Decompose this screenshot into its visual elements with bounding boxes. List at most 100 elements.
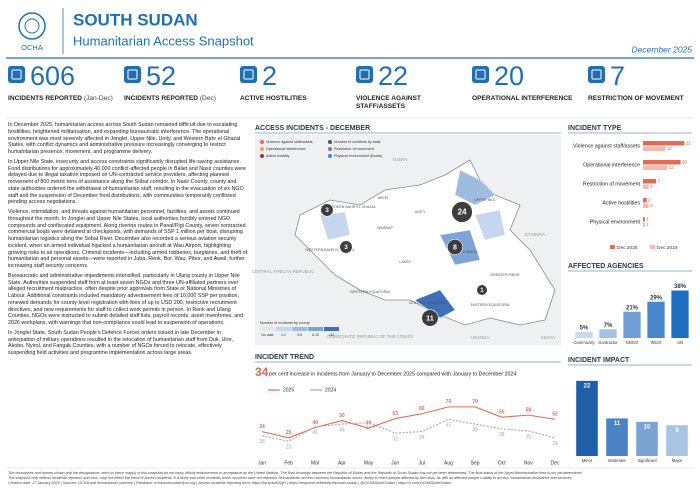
paragraph: Violence, intimidation, and threats agai…	[8, 209, 248, 269]
state-label: WESTERN BAHR EL GHAZAL	[305, 248, 355, 252]
kpi-icon-glyph	[11, 69, 22, 80]
marker-label: 1	[480, 287, 484, 294]
x-tick-label: Major	[672, 458, 683, 463]
state-label: WESTERN EQUATORIA	[350, 290, 390, 294]
x-tick-label: Mar	[311, 460, 320, 466]
marker-label: 8	[453, 244, 457, 251]
x-tick-label: Jan	[258, 460, 266, 466]
data-label: 9	[675, 428, 679, 434]
kpi-label-text: INCIDENTS REPORTED	[124, 95, 199, 102]
legend-icon	[328, 147, 332, 151]
data-label: 29%	[650, 295, 663, 301]
marker-label: 3	[325, 207, 329, 214]
legend-label: 2024	[325, 387, 336, 393]
paragraph: Bureaucratic and administrative impedime…	[8, 272, 244, 326]
legend-icon	[260, 154, 264, 158]
kpi-icon-glyph	[359, 69, 370, 80]
kpi-icon-glyph	[127, 69, 138, 80]
legend-icon	[328, 140, 332, 144]
kpi-label: OPERATIONAL INTERFERENCE	[472, 95, 577, 103]
x-tick-label: Feb	[284, 460, 293, 466]
paragraph: In December 2025, humanitarian access ac…	[8, 122, 241, 155]
county-shade	[319, 211, 351, 241]
county-bin-label: 1-2	[281, 333, 286, 337]
kpi-value: 20	[494, 61, 525, 91]
state-marker	[451, 201, 473, 223]
data-label: 25	[552, 441, 558, 447]
data-label: 22	[686, 141, 691, 146]
data-label: 60	[419, 406, 425, 412]
country-label: ETHIOPIA	[525, 232, 545, 237]
x-tick-label: Minor	[582, 458, 593, 463]
trend-highlight: 34	[255, 365, 269, 379]
kpi-icon	[240, 66, 257, 83]
x-tick-label: Aug	[444, 460, 453, 466]
bar	[643, 203, 649, 208]
bar	[599, 329, 617, 338]
bar	[576, 380, 598, 456]
data-label: 52	[446, 423, 452, 429]
bar	[643, 141, 685, 146]
kpi-label-text: ACTIVE HOSTILITIES	[240, 95, 307, 102]
data-label: 40	[312, 420, 318, 426]
data-label: 53	[392, 411, 398, 417]
kpi-icon	[124, 66, 141, 83]
footer-line: The boundaries and names shown and the d…	[8, 471, 583, 475]
section-title: INCIDENT TREND	[255, 354, 314, 361]
kpi-value: 7	[610, 61, 626, 91]
data-label: 34	[259, 424, 265, 430]
county-legend-title: Number of incidents by county	[260, 321, 310, 325]
data-label: 12	[667, 146, 672, 151]
data-label: 39	[366, 421, 372, 427]
state-label: UNITY	[415, 210, 426, 214]
bar	[606, 418, 628, 456]
kpi-icon	[588, 66, 605, 83]
kpi-icon-glyph	[591, 69, 602, 80]
data-label: 3	[650, 184, 653, 189]
legend-icon	[328, 154, 332, 158]
data-label: 35	[526, 434, 532, 440]
state-label: GREATER PIBOR	[490, 273, 520, 277]
data-label: 1	[646, 222, 649, 227]
series-line	[261, 406, 556, 439]
data-label: 10	[644, 424, 651, 430]
county-swatch	[308, 327, 323, 331]
kpi-icon	[8, 66, 25, 83]
paragraph: In Jonglei State, South Sudan People's D…	[8, 329, 234, 356]
bar	[643, 160, 681, 165]
data-label: 20	[286, 445, 292, 451]
state-marker	[421, 309, 439, 327]
legend-label: Number of incidents by state	[334, 140, 381, 144]
x-tick-label: Jun	[391, 460, 399, 466]
category-label: Violence against staff/assets	[573, 143, 640, 149]
x-tick-label: Apr	[338, 460, 346, 466]
trend-subtitle: per cent increase in incidents from Janu…	[269, 371, 516, 377]
kpi-icon	[356, 66, 373, 83]
x-tick-label: Contractor	[598, 340, 618, 345]
legend-label: Operational interference	[266, 147, 306, 151]
x-tick-label: Dec	[551, 460, 560, 466]
county-swatch	[324, 327, 339, 331]
county-bin-label: 3-5	[297, 333, 302, 337]
legend-label: 2025	[283, 387, 294, 393]
title: SOUTH SUDAN	[73, 10, 198, 29]
bar	[671, 290, 689, 338]
county-bin-label: 6-10	[312, 333, 319, 337]
marker-label: 24	[457, 208, 467, 217]
legend-swatch	[610, 245, 615, 249]
bar	[643, 217, 645, 222]
category-label: Restriction of movement	[583, 181, 641, 187]
county-shade	[474, 209, 506, 241]
state-marker	[339, 240, 353, 254]
kpi-value: 22	[378, 61, 409, 91]
data-label: 47	[366, 426, 372, 432]
category-label: Physical environment	[590, 219, 641, 225]
kpi-label: VIOLENCE AGAINST STAFF/ASSETS	[356, 95, 461, 111]
section-title: INCIDENT TYPE	[568, 125, 622, 132]
kpi-icon-glyph	[243, 69, 254, 80]
county-swatch	[276, 327, 291, 331]
state-label: NORTHERN BAHR EL GHAZAL	[324, 205, 376, 209]
legend-icon	[260, 147, 264, 151]
kpi-label-text: OPERATIONAL INTERFERENCE	[472, 95, 573, 102]
